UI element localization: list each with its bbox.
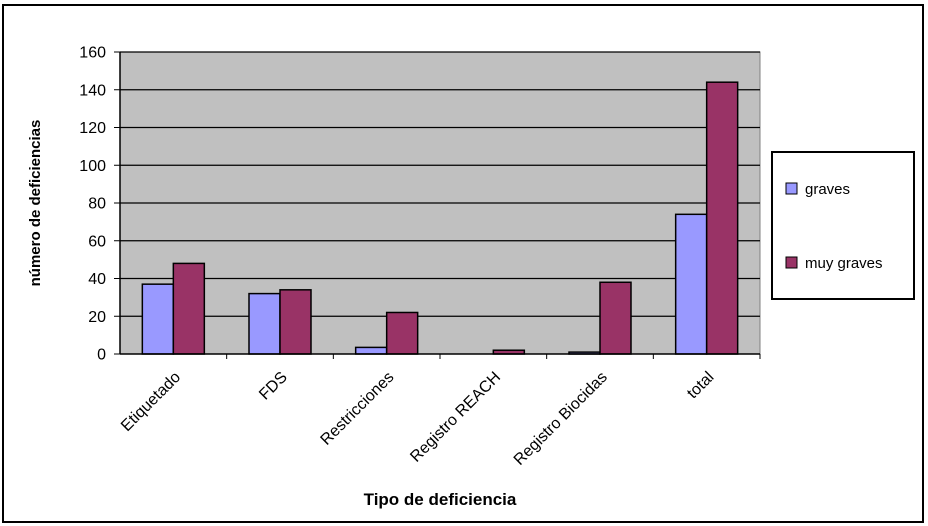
bar-muy-graves-4 [599,281,632,355]
legend-swatch-muy-graves [785,256,798,269]
y-tick-label: 140 [79,82,106,99]
bar-muy-graves-0 [172,262,206,355]
y-tick-label: 80 [88,196,106,213]
bars [141,81,739,355]
legend: graves muy graves [771,151,915,300]
legend-swatch-graves [785,182,798,195]
legend-label-graves: graves [805,181,850,198]
bar-muy-graves-1 [279,289,312,355]
y-tick-label: 40 [88,271,106,288]
x-axis-label: Tipo de deficiencia [364,490,517,509]
bar-graves-2 [354,346,388,355]
x-tick-labels: Etiquetado FDS Restricciones Registro REACH… [118,354,761,469]
y-tick-label: 0 [97,347,106,364]
y-tick-label: 100 [79,158,106,175]
y-tick-label: 60 [88,233,106,250]
bar-muy-graves-5 [705,81,739,355]
y-tick-labels: 0 20 40 60 80 100 120 140 160 [79,45,106,364]
bar-graves-1 [248,292,281,355]
x-tick-label: total [684,369,717,402]
x-tick-label: FDS [256,369,291,404]
bar-graves-5 [674,213,708,355]
x-tick-label: Registro REACH [407,369,504,466]
x-tick-label: Etiquetado [118,369,184,435]
x-tick-label: Registro Biocidas [511,369,611,469]
x-tick-label: Restricciones [318,369,398,449]
legend-label-muy-graves: muy graves [805,255,883,272]
y-tick-label: 120 [79,120,106,137]
legend-box [771,151,915,300]
gridlines [114,51,760,355]
bar-muy-graves-2 [385,311,419,355]
y-axis-label: número de deficiencias [27,120,44,287]
y-tick-label: 20 [88,309,106,326]
bar-graves-0 [141,283,175,355]
y-tick-label: 160 [79,45,106,62]
